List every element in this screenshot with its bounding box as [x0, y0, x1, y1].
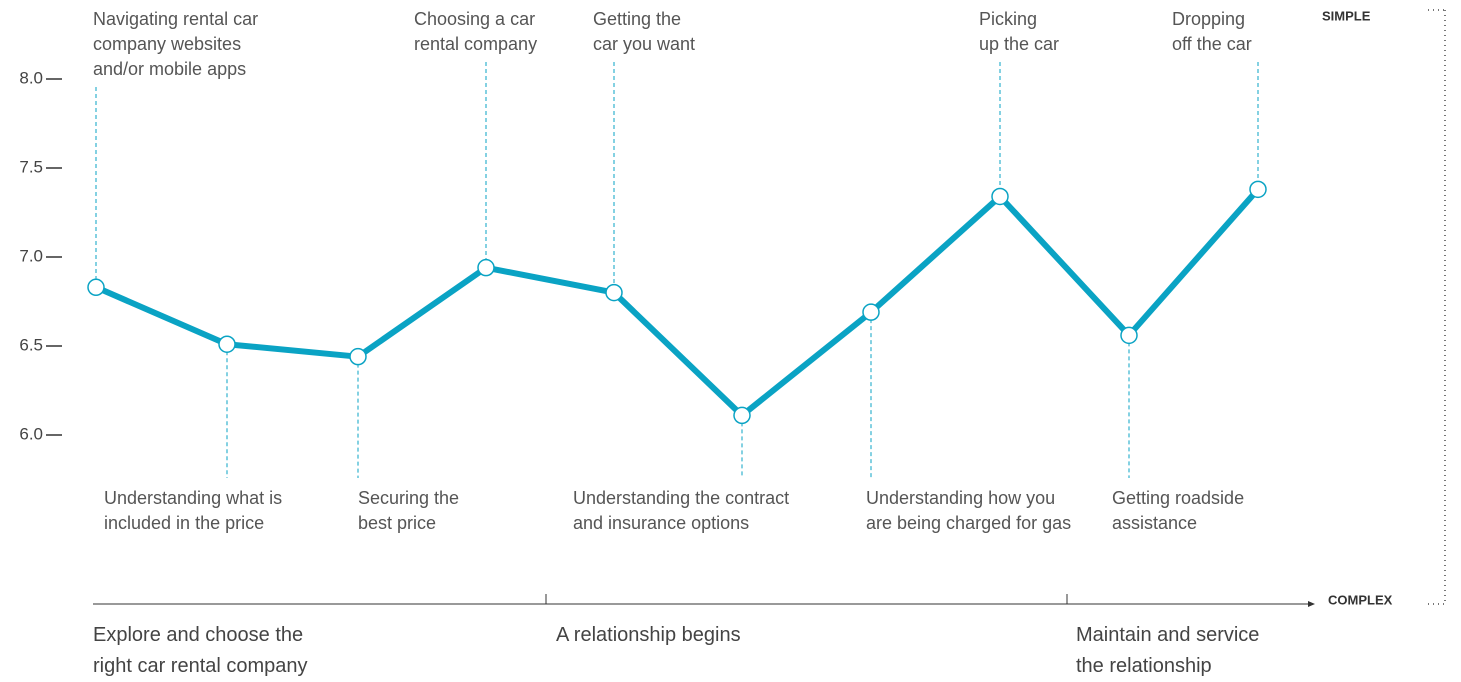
category-label: Picking up the car [979, 9, 1060, 54]
complex-label: COMPLEX [1328, 592, 1393, 607]
point [349, 347, 367, 366]
point [605, 283, 623, 302]
y-tick-label: 6.5 [19, 335, 43, 354]
category-label: Dropping off the car [1172, 9, 1252, 54]
phase-label: Maintain and service the relationship [1076, 624, 1260, 677]
y-tick-label: 7.5 [19, 157, 43, 176]
phase-label: A relationship begins [556, 624, 741, 646]
category-label: Getting roadside assistance [1112, 488, 1245, 533]
category-label: Choosing a car rental company [414, 9, 538, 54]
point [1249, 180, 1267, 199]
phase-axis-arrow [1308, 601, 1315, 607]
category-label: Getting the car you want [593, 9, 696, 54]
y-tick-label: 6.0 [19, 424, 43, 443]
category-label: Understanding how you are being charged … [866, 488, 1072, 533]
y-tick-label: 8.0 [19, 68, 43, 87]
point [218, 335, 236, 353]
point [1120, 326, 1138, 345]
category-label: Understanding what is included in the pr… [104, 488, 283, 533]
category-label: Securing the best price [358, 488, 460, 533]
category-label: Navigating rental car company websites a… [93, 9, 259, 79]
point [87, 278, 105, 297]
simple-label: SIMPLE [1322, 8, 1371, 23]
phase-label: Explore and choose the right car rental … [93, 624, 308, 677]
point [477, 258, 495, 277]
line [94, 187, 1261, 419]
category-label: Understanding the contract and insurance… [573, 488, 790, 533]
y-tick-label: 7.0 [19, 246, 43, 265]
point [862, 303, 880, 321]
point [991, 187, 1009, 206]
point [733, 406, 751, 425]
